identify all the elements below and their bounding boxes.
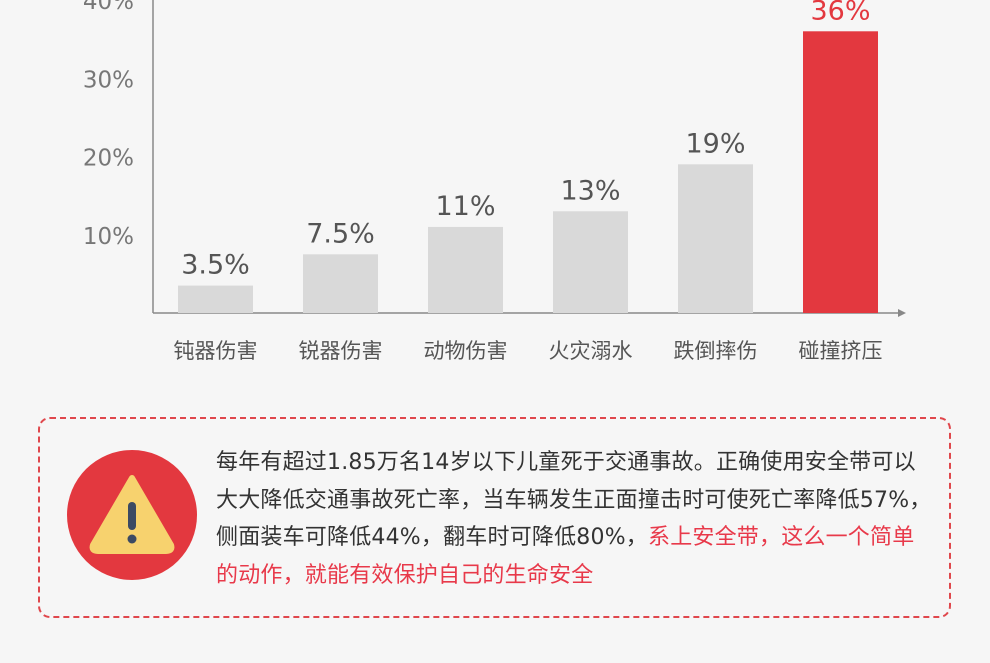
bar [428,226,503,313]
bar [803,31,878,314]
notice-text-normal: 每年有超过1.85万名14岁以下儿童死于交通事故。正确使用安全带可以大大降低交通… [216,450,932,550]
x-tick-label: 碰撞挤压 [799,339,883,363]
bar-chart: 10% 20% 30% 40% 3.5% 钝器伤害 7.5% 锐器伤害 11% 动物伤害 13% 火灾… [83,0,906,363]
notice-box [38,417,951,618]
data-label: 3.5% [181,250,250,281]
bar [678,164,753,313]
data-label: 19% [685,128,745,159]
data-label: 7.5% [306,218,375,249]
notice-text-highlight: 系上安全带，这么一个简单的动作，就能有效保护自己的生命安全 [216,525,915,588]
warning-triangle-icon [89,475,175,554]
warning-badge [67,450,197,580]
notice-text: 每年有超过1.85万名14岁以下儿童死于交通事故。正确使用安全带可以大大降低交通… [216,444,936,594]
bar [303,254,378,313]
bar [178,285,253,313]
data-label: 11% [435,191,495,222]
x-tick-label: 跌倒摔伤 [674,339,758,363]
y-tick-label: 30% [83,67,134,93]
y-tick-label: 10% [83,224,134,250]
y-tick-label: 20% [83,146,134,172]
bar [553,211,628,313]
y-tick-label: 40% [83,0,134,15]
data-label: 13% [560,175,620,206]
x-tick-label: 动物伤害 [424,339,508,363]
x-tick-label: 火灾溺水 [549,339,633,363]
x-tick-label: 钝器伤害 [174,339,258,363]
data-label: 36% [810,0,870,26]
x-axis-arrow-icon [898,309,906,317]
x-tick-label: 锐器伤害 [299,339,383,363]
